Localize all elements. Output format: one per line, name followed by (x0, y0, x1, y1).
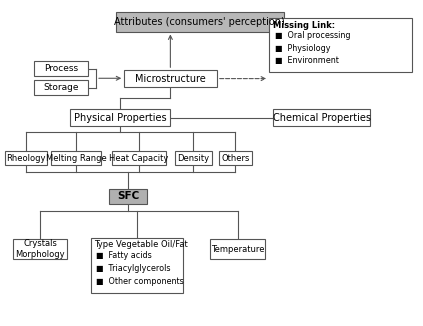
FancyBboxPatch shape (51, 151, 101, 165)
FancyBboxPatch shape (5, 151, 47, 165)
FancyBboxPatch shape (124, 70, 217, 87)
Text: Chemical Properties: Chemical Properties (272, 112, 371, 123)
FancyBboxPatch shape (210, 239, 265, 259)
Text: Melting Range: Melting Range (46, 154, 106, 163)
Text: ■  Environment: ■ Environment (275, 56, 339, 65)
Text: Type Vegetable Oil/Fat: Type Vegetable Oil/Fat (94, 240, 188, 249)
Text: ■  Physiology: ■ Physiology (275, 44, 330, 52)
Text: Process: Process (44, 64, 78, 73)
FancyBboxPatch shape (116, 12, 284, 32)
Text: Crystals
Morphology: Crystals Morphology (15, 239, 65, 259)
FancyBboxPatch shape (110, 189, 147, 203)
Text: ■  Other components: ■ Other components (96, 277, 184, 286)
FancyBboxPatch shape (13, 239, 68, 259)
Text: Physical Properties: Physical Properties (74, 112, 166, 123)
Text: SFC: SFC (117, 191, 140, 201)
Text: Density: Density (177, 154, 209, 163)
Text: ■  Triacylglycerols: ■ Triacylglycerols (96, 264, 170, 273)
FancyBboxPatch shape (269, 18, 412, 72)
FancyBboxPatch shape (91, 238, 183, 293)
FancyBboxPatch shape (34, 80, 88, 95)
FancyBboxPatch shape (70, 110, 170, 126)
Text: Temperature: Temperature (211, 244, 264, 254)
FancyBboxPatch shape (219, 151, 252, 165)
FancyBboxPatch shape (175, 151, 212, 165)
Text: ■  Fatty acids: ■ Fatty acids (96, 251, 151, 260)
Text: Storage: Storage (44, 83, 79, 92)
Text: Microstructure: Microstructure (135, 74, 206, 83)
FancyBboxPatch shape (273, 110, 370, 126)
FancyBboxPatch shape (112, 151, 166, 165)
Text: Attributes (consumers' perception): Attributes (consumers' perception) (114, 17, 285, 27)
Text: ■  Oral processing: ■ Oral processing (275, 31, 350, 40)
Text: Missing Link:: Missing Link: (273, 21, 335, 30)
Text: Rheology: Rheology (6, 154, 45, 163)
FancyBboxPatch shape (34, 61, 88, 76)
Text: Others: Others (221, 154, 250, 163)
Text: Heat Capacity: Heat Capacity (109, 154, 169, 163)
